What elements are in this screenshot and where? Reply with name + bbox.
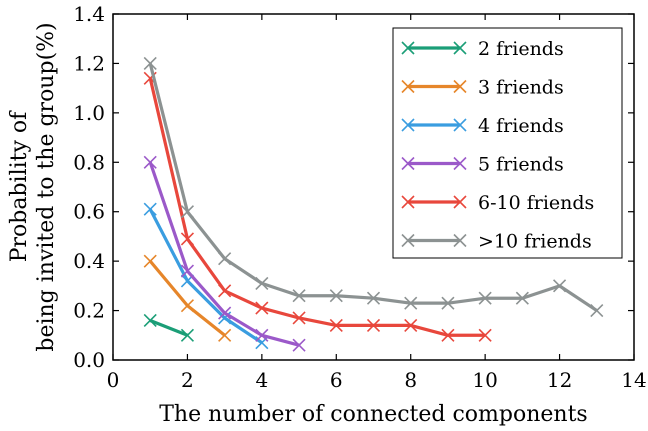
x-tick-label: 12 bbox=[547, 368, 572, 392]
y-axis-title-line-2: being invited to the group(%) bbox=[34, 22, 59, 351]
data-point bbox=[404, 318, 418, 332]
data-point bbox=[180, 264, 194, 278]
x-tick-label: 2 bbox=[181, 368, 194, 392]
y-tick-label: 0.2 bbox=[73, 299, 105, 323]
legend-marker bbox=[401, 41, 415, 55]
data-point bbox=[180, 299, 194, 313]
data-point bbox=[292, 338, 306, 352]
y-tick-label: 0.8 bbox=[73, 150, 105, 174]
data-point bbox=[366, 318, 381, 332]
x-tick-label: 0 bbox=[107, 368, 120, 392]
legend-label: 3 friends bbox=[478, 77, 564, 99]
x-tick-label: 14 bbox=[621, 368, 646, 392]
legend-marker bbox=[453, 79, 467, 94]
series-2 bbox=[143, 254, 232, 342]
x-tick-label: 8 bbox=[404, 368, 417, 392]
data-point bbox=[218, 284, 232, 298]
legend-item: 3 friends bbox=[401, 77, 564, 99]
data-point bbox=[143, 254, 157, 268]
legend-marker bbox=[401, 156, 415, 171]
legend-item: 6-10 friends bbox=[401, 192, 594, 214]
plot-frame bbox=[112, 13, 635, 361]
y-tick-label: 1.0 bbox=[73, 101, 105, 125]
series-6 bbox=[143, 56, 604, 318]
legend: 2 friends 3 friends 4 friends 5 friends 6-10… bbox=[392, 27, 623, 259]
data-point bbox=[143, 155, 157, 169]
legend-marker bbox=[401, 79, 415, 94]
legend-marker bbox=[453, 41, 467, 55]
data-point bbox=[292, 311, 306, 325]
data-point bbox=[180, 328, 194, 342]
legend-label: 2 friends bbox=[478, 38, 564, 60]
data-point bbox=[180, 205, 194, 219]
data-point bbox=[255, 276, 269, 290]
legend-item: 4 friends bbox=[401, 115, 564, 137]
data-point bbox=[478, 291, 492, 305]
x-tick-label: 6 bbox=[330, 368, 343, 392]
legend-marker bbox=[453, 233, 467, 248]
legend-marker bbox=[453, 156, 467, 171]
data-point bbox=[441, 328, 455, 342]
legend-item: 2 friends bbox=[401, 38, 564, 60]
x-tick-label: 10 bbox=[472, 368, 497, 392]
x-axis-title: The number of connected components bbox=[159, 402, 587, 427]
legend-marker bbox=[453, 195, 467, 209]
legend-label: 6-10 friends bbox=[478, 192, 594, 214]
series-line bbox=[149, 318, 189, 337]
data-point bbox=[553, 279, 567, 293]
legend-marker bbox=[401, 233, 415, 248]
series-layer bbox=[143, 56, 604, 352]
y-axis-title-line-1: Probability of bbox=[7, 110, 32, 262]
legend-item: >10 friends bbox=[401, 231, 592, 253]
series-1 bbox=[143, 313, 194, 342]
y-tick-label: 0.0 bbox=[73, 348, 105, 372]
legend-marker bbox=[453, 118, 467, 132]
data-point bbox=[218, 306, 232, 320]
series-4 bbox=[143, 155, 306, 352]
data-point bbox=[590, 304, 604, 318]
data-point bbox=[515, 291, 529, 305]
legend-label: 5 friends bbox=[478, 154, 564, 176]
data-point bbox=[180, 232, 194, 246]
legend-label: 4 friends bbox=[478, 115, 564, 137]
legend-marker bbox=[401, 195, 415, 209]
legend-item: 5 friends bbox=[401, 154, 564, 176]
data-point bbox=[143, 202, 157, 216]
legend-marker bbox=[401, 118, 415, 132]
legend-box bbox=[392, 27, 623, 259]
data-point bbox=[255, 301, 269, 315]
series-5 bbox=[143, 71, 492, 342]
ticks-layer: 0 2 4 6 8 10 12 14 0.0 0.2 0.4 0.6 0.8 1.0 1.2 1.4 bbox=[73, 2, 647, 392]
y-tick-label: 1.4 bbox=[73, 2, 105, 26]
y-tick-label: 0.6 bbox=[73, 200, 105, 224]
y-tick-label: 1.2 bbox=[73, 51, 105, 75]
data-point bbox=[218, 328, 232, 342]
data-point bbox=[478, 328, 492, 342]
series-line bbox=[148, 208, 263, 345]
data-point bbox=[404, 296, 418, 310]
y-tick-label: 0.4 bbox=[73, 249, 105, 273]
data-point bbox=[143, 313, 157, 328]
data-point bbox=[329, 318, 343, 332]
legend-label: >10 friends bbox=[478, 231, 592, 253]
data-point bbox=[441, 296, 455, 310]
x-tick-label: 4 bbox=[255, 368, 268, 392]
data-point bbox=[218, 252, 232, 266]
data-point bbox=[366, 291, 381, 305]
data-point bbox=[329, 289, 343, 303]
series-line bbox=[148, 77, 486, 337]
data-point bbox=[143, 56, 157, 70]
data-point bbox=[292, 289, 306, 303]
series-3 bbox=[143, 202, 269, 350]
data-point bbox=[255, 328, 269, 342]
